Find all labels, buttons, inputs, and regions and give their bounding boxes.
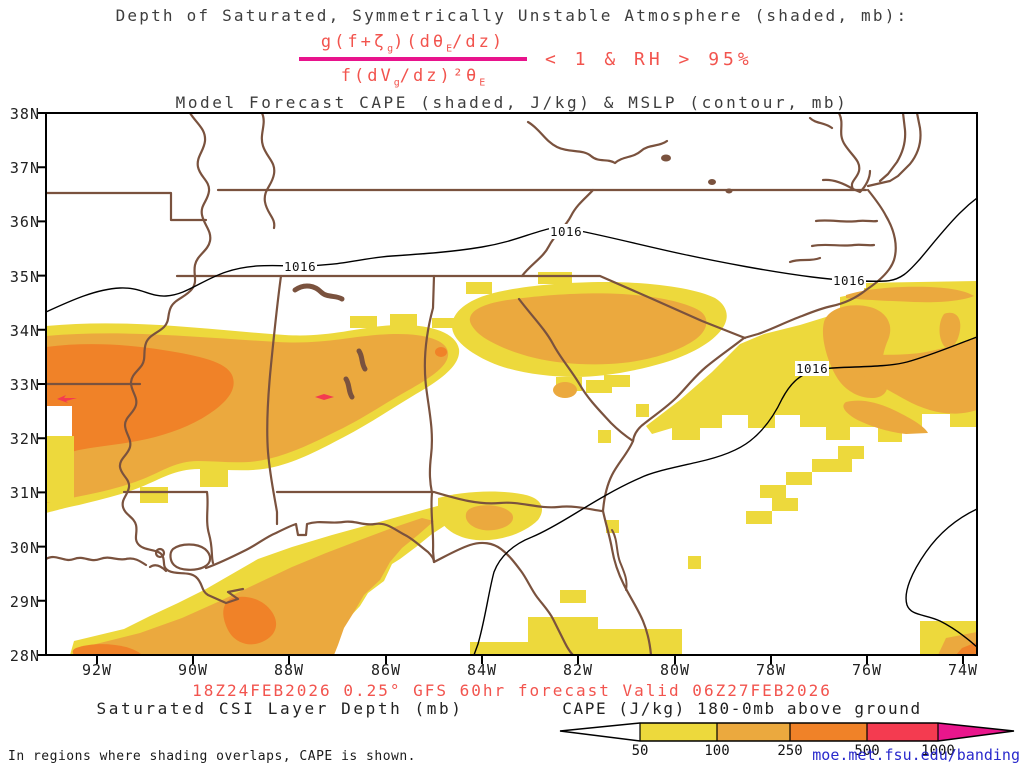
- lon-label-86w: 86W: [370, 661, 402, 679]
- lon-label-78w: 78W: [755, 661, 787, 679]
- lat-label-33n: 33N: [9, 376, 40, 394]
- lat-label-29n: 29N: [9, 593, 40, 611]
- lat-label-34n: 34N: [9, 322, 40, 340]
- overlap-note: In regions where shading overlaps, CAPE …: [8, 749, 417, 764]
- lat-label-36n: 36N: [9, 213, 40, 231]
- lat-label-38n: 38N: [9, 105, 40, 123]
- contour-label-1016-c: 1016: [832, 273, 867, 288]
- formula-denominator: f(dVg/dz)²θE: [0, 66, 826, 88]
- formula-fraction-bar: [299, 57, 527, 61]
- colorbar-tick-50: 50: [631, 743, 649, 759]
- colorbar-tick-100: 100: [704, 743, 730, 759]
- formula-num-sub-g: g: [387, 43, 394, 55]
- lon-label-74w: 74W: [947, 661, 979, 679]
- shading-scattered-cells: [470, 380, 977, 655]
- formula-num-text3: /dz): [452, 32, 506, 52]
- lake-blobs: [661, 154, 733, 194]
- axis-ticks: [37, 112, 964, 664]
- legend-csi-label: Saturated CSI Layer Depth (mb): [96, 699, 464, 718]
- lon-label-80w: 80W: [659, 661, 691, 679]
- lat-label-28n: 28N: [9, 647, 40, 665]
- lat-label-30n: 30N: [9, 539, 40, 557]
- colorbar: [559, 722, 1015, 742]
- shading-region-west: [46, 314, 460, 513]
- lat-label-37n: 37N: [9, 159, 40, 177]
- lon-label-76w: 76W: [851, 661, 883, 679]
- lat-label-32n: 32N: [9, 430, 40, 448]
- formula-num-text: g(f+ζ: [320, 32, 388, 52]
- formula-den-text: f(dV: [340, 66, 394, 86]
- contour-label-1016-d: 1016: [795, 361, 830, 376]
- colorbar-tick-500: 500: [854, 743, 880, 759]
- lon-label-90w: 90W: [177, 661, 209, 679]
- lon-label-92w: 92W: [81, 661, 113, 679]
- forecast-valid-line: 18Z24FEB2026 0.25° GFS 60hr forecast Val…: [192, 681, 832, 700]
- lon-label-84w: 84W: [466, 661, 498, 679]
- state-borders-coastlines: [46, 113, 922, 655]
- formula-den-text2: /dz)²θ: [399, 66, 480, 86]
- river-lakes-thick: [292, 283, 368, 400]
- chart-subtitle: Model Forecast CAPE (shaded, J/kg) & MSL…: [175, 93, 849, 112]
- corner-orange: [956, 642, 977, 655]
- formula-num-text2: )(dθ: [393, 32, 447, 52]
- formula-numerator: g(f+ζg)(dθE/dz): [0, 32, 826, 54]
- lat-label-31n: 31N: [9, 484, 40, 502]
- chart-title: Depth of Saturated, Symmetrically Unstab…: [115, 6, 909, 25]
- colorbar-tick-250: 250: [777, 743, 803, 759]
- contour-label-1016-b: 1016: [549, 224, 584, 239]
- contour-label-1016-a: 1016: [283, 259, 318, 274]
- colorbar-tick-1000: 1000: [921, 743, 955, 759]
- lon-label-88w: 88W: [273, 661, 305, 679]
- formula-num-sub-e: E: [446, 43, 453, 55]
- source-url-link[interactable]: moe.met.fsu.edu/banding: [812, 746, 1020, 764]
- lat-label-35n: 35N: [9, 268, 40, 286]
- formula-den-sub-e: E: [479, 77, 486, 89]
- formula-condition: < 1 & RH > 95%: [545, 49, 753, 70]
- formula-den-sub-g: g: [393, 77, 400, 89]
- mslp-contours: [46, 197, 977, 655]
- legend-cape-label: CAPE (J/kg) 180-0mb above ground: [562, 699, 922, 718]
- lon-label-82w: 82W: [562, 661, 594, 679]
